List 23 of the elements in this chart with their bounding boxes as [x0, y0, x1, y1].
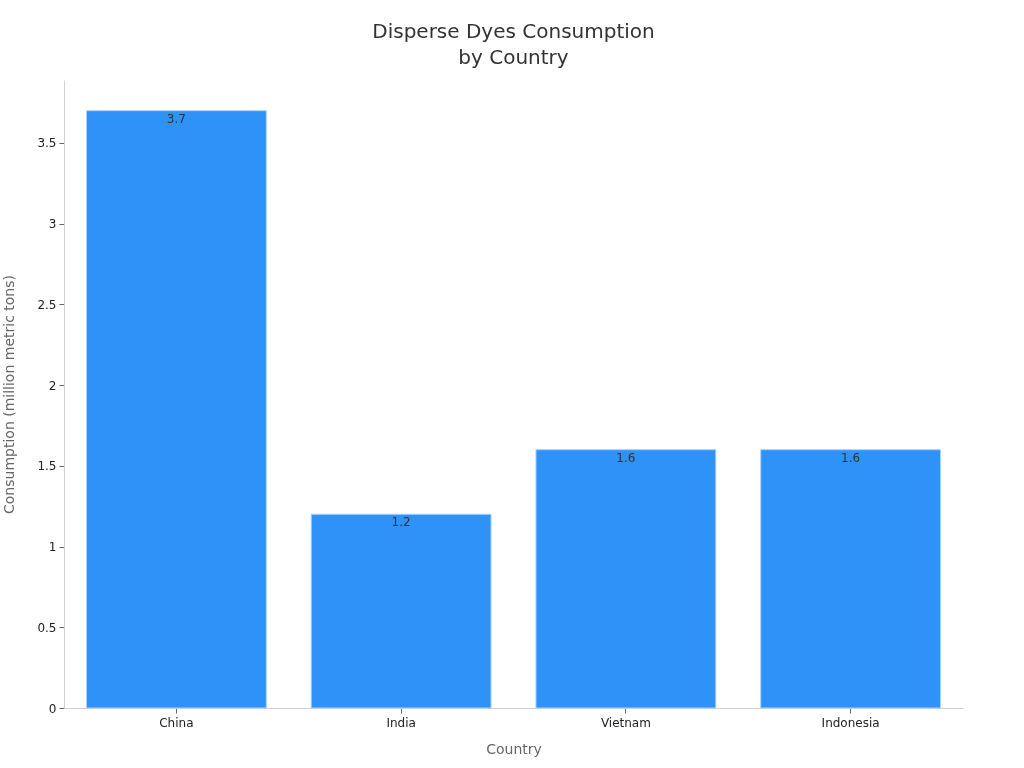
x-tick-label: Indonesia [821, 715, 880, 730]
x-tick-label: Vietnam [600, 715, 651, 730]
chart-title: Disperse Dyes Consumption by Country [372, 19, 655, 69]
data-label: 3.7 [166, 111, 186, 126]
data-label: 1.2 [391, 515, 411, 530]
y-axis-title: Consumption (million metric tons) [1, 275, 18, 514]
x-tick-label: India [386, 715, 416, 730]
data-label: 1.6 [616, 450, 636, 465]
bar [535, 449, 717, 709]
y-tick-label: 2.5 [37, 297, 57, 312]
y-tick-label: 3.5 [37, 136, 57, 151]
bar [760, 449, 942, 709]
y-tick-label: 0.5 [37, 620, 57, 635]
y-tick-label: 1.5 [37, 459, 57, 474]
x-axis-title: Country [486, 740, 542, 757]
x-tick-label: China [159, 715, 194, 730]
data-label: 1.6 [841, 450, 861, 465]
y-tick-label: 3 [48, 217, 57, 232]
y-tick-label: 2 [48, 378, 57, 393]
y-tick-label: 0 [48, 701, 57, 716]
bar [310, 513, 492, 709]
bar [85, 110, 267, 709]
y-tick-label: 1 [48, 540, 57, 555]
